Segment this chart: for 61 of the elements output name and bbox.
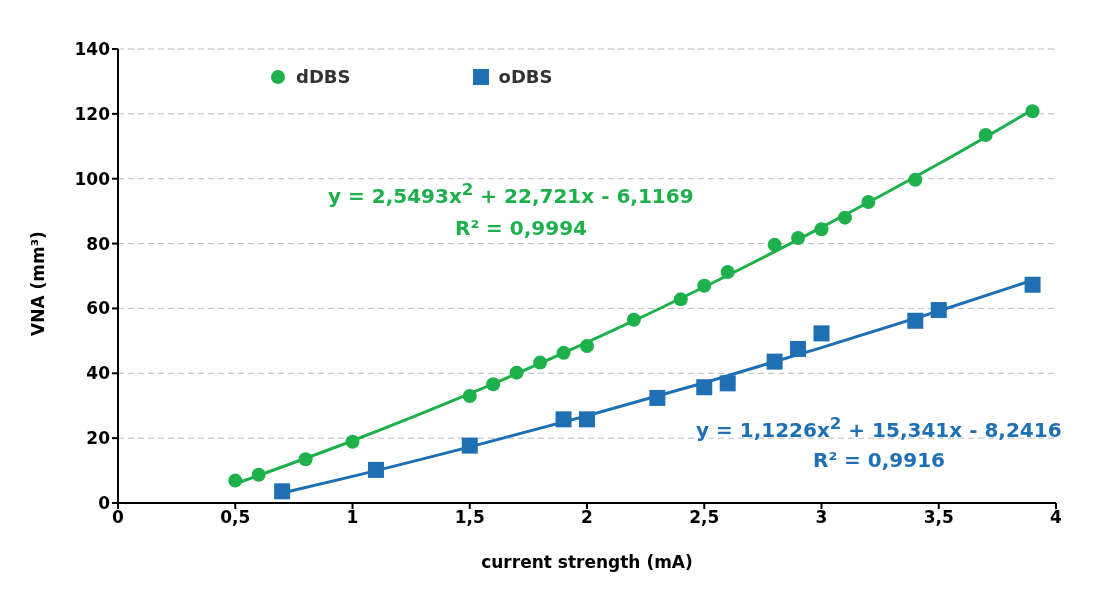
point [228, 473, 243, 488]
legend-label: dDBS [295, 66, 351, 87]
y-tick-label: 80 [86, 233, 111, 254]
point [461, 437, 478, 454]
x-tick-label: 2,5 [689, 507, 720, 528]
point [1025, 104, 1040, 119]
point [649, 389, 666, 406]
x-tick-label: 4 [1050, 507, 1063, 528]
point [367, 461, 384, 478]
x-tick-label: 3,5 [923, 507, 954, 528]
point [696, 379, 713, 396]
point [697, 278, 712, 293]
point [556, 345, 571, 360]
y-tick-label: 20 [86, 428, 111, 449]
point [579, 411, 595, 428]
point [626, 312, 641, 327]
y-tick-label: 100 [74, 168, 111, 189]
point [766, 353, 783, 370]
point [298, 452, 313, 467]
point [907, 312, 924, 329]
point [978, 127, 993, 142]
point [486, 377, 501, 392]
point [767, 237, 782, 252]
y-tick-label: 140 [74, 39, 111, 60]
point [814, 222, 829, 237]
y-tick-label: 60 [86, 298, 111, 319]
point [533, 355, 548, 370]
point [790, 340, 807, 357]
annotation: y = 2,5493x$^{2}$ + 22,721x - 6,1169 [328, 180, 694, 208]
point [274, 483, 291, 500]
point [791, 231, 806, 246]
point [462, 388, 477, 403]
legend-label: oDBS [497, 66, 553, 87]
point [1024, 276, 1041, 293]
annotation: R² = 0,9916 [813, 448, 946, 472]
x-tick-label: 0,5 [220, 507, 251, 528]
x-tick-label: 0 [112, 507, 125, 528]
y-tick-label: 120 [74, 103, 111, 124]
y-tick-label: 40 [86, 363, 111, 384]
point [251, 467, 266, 482]
x-axis-title: current strength (mA) [481, 552, 693, 572]
x-tick-label: 1,5 [454, 507, 485, 528]
point [719, 375, 736, 392]
point [509, 365, 524, 380]
point [930, 302, 947, 319]
point [720, 265, 735, 280]
annotation: R² = 0,9994 [455, 216, 588, 240]
point [837, 210, 852, 225]
point [555, 411, 572, 428]
point [345, 434, 360, 449]
x-tick-label: 1 [346, 507, 359, 528]
point [813, 325, 830, 342]
point [673, 292, 688, 307]
point [580, 339, 594, 354]
point [861, 195, 876, 210]
point [908, 172, 923, 187]
y-tick-label: 0 [98, 493, 111, 514]
x-tick-label: 2 [581, 507, 593, 528]
annotation: y = 1,1226x$^{2}$ + 15,341x - 8,2416 [696, 414, 1062, 442]
y-axis-title: VNA (mm³) [28, 231, 49, 336]
x-tick-label: 3 [815, 507, 828, 528]
